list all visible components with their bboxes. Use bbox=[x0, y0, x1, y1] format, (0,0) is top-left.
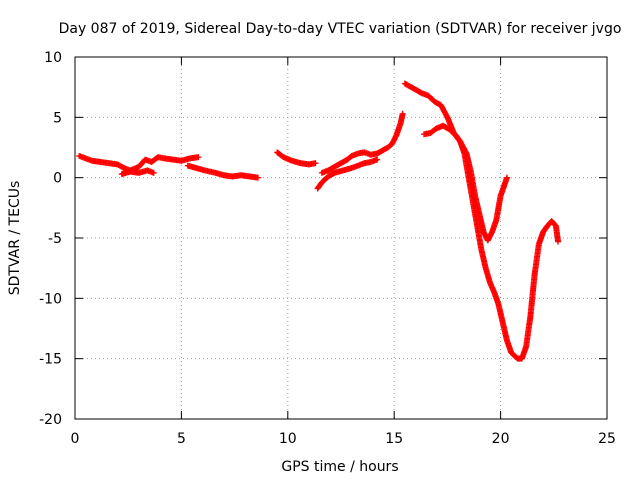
y-tick-label: -10 bbox=[39, 291, 62, 307]
data-point bbox=[399, 110, 406, 117]
x-tick-label: 5 bbox=[177, 431, 186, 447]
data-point bbox=[255, 174, 262, 181]
x-tick-label: 15 bbox=[385, 431, 403, 447]
chart-grid bbox=[75, 57, 607, 419]
x-axis-label: GPS time / hours bbox=[281, 459, 398, 475]
chart-title: Day 087 of 2019, Sidereal Day-to-day VTE… bbox=[59, 21, 622, 37]
x-tick-label: 0 bbox=[71, 431, 80, 447]
x-axis-ticks: 0 5 10 15 20 25 bbox=[71, 57, 616, 447]
x-tick-label: 10 bbox=[279, 431, 297, 447]
data-point bbox=[150, 169, 157, 176]
y-tick-label: -20 bbox=[39, 412, 62, 428]
data-point bbox=[555, 238, 562, 245]
data-points bbox=[76, 80, 562, 362]
y-tick-label: -5 bbox=[48, 231, 62, 247]
y-tick-label: 10 bbox=[44, 50, 62, 66]
y-axis-label: SDTVAR / TECUs bbox=[7, 181, 23, 296]
y-tick-label: 0 bbox=[53, 171, 62, 187]
data-point bbox=[374, 156, 381, 163]
data-point bbox=[503, 174, 510, 181]
y-tick-label: 5 bbox=[53, 110, 62, 126]
data-point bbox=[312, 160, 319, 167]
y-tick-label: -15 bbox=[39, 352, 62, 368]
x-tick-label: 25 bbox=[598, 431, 616, 447]
y-axis-ticks: 10 5 0 -5 -10 -15 -20 bbox=[39, 50, 607, 428]
data-point bbox=[195, 154, 202, 161]
x-tick-label: 20 bbox=[492, 431, 510, 447]
